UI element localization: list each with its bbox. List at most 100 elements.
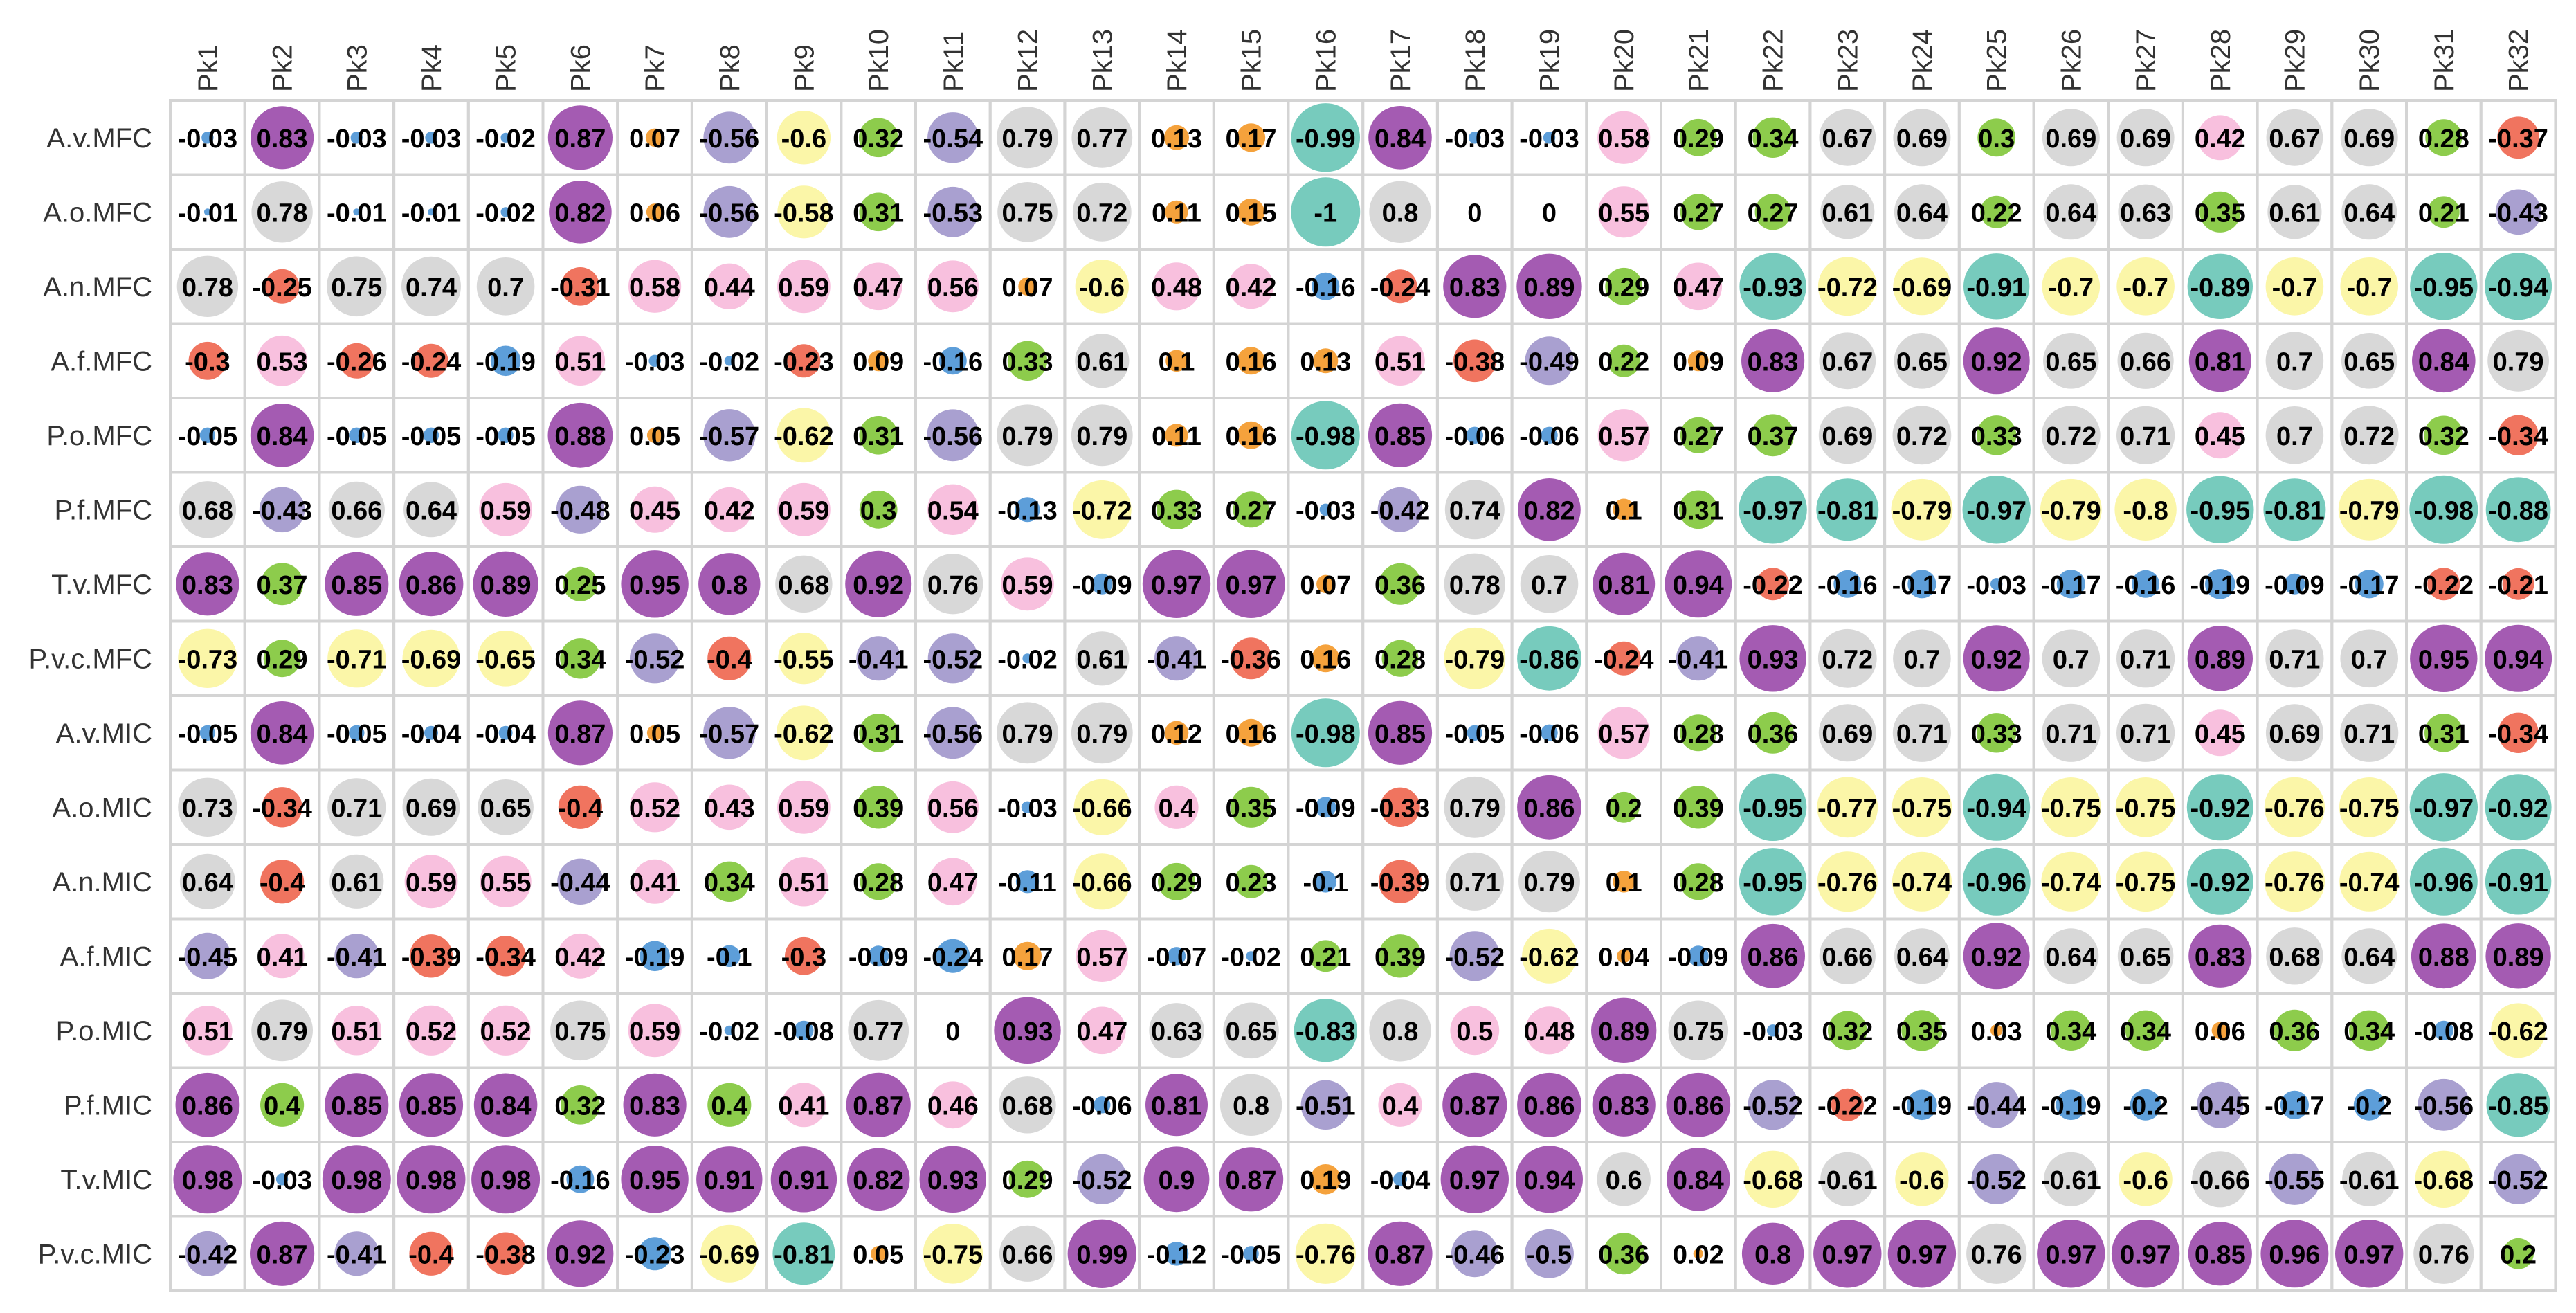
- row-label: A.n.MIC: [53, 867, 152, 898]
- matrix-cell: -0.95: [2405, 248, 2483, 325]
- correlation-bubble: [262, 787, 302, 828]
- correlation-value: 0.86: [1748, 943, 1799, 972]
- matrix-cell: 0.25: [541, 545, 619, 623]
- matrix-cell: 0.29: [1660, 99, 1737, 176]
- correlation-value: 0.5: [1456, 1017, 1493, 1047]
- correlation-value: -0.7: [2049, 273, 2094, 302]
- correlation-bubble: [1022, 653, 1033, 664]
- correlation-bubble: [1469, 132, 1481, 144]
- correlation-bubble: [2197, 1081, 2244, 1128]
- correlation-value: -0.02: [997, 645, 1058, 674]
- correlation-bubble: [2341, 184, 2397, 240]
- matrix-cell: 0: [914, 992, 992, 1069]
- matrix-cell: -0.05: [169, 694, 246, 772]
- matrix-cell: 0.97: [2107, 1215, 2184, 1292]
- matrix-cell: -0.03: [1287, 471, 1365, 548]
- matrix-cell: -0.42: [169, 1215, 246, 1292]
- matrix-cell: 0.51: [765, 843, 843, 921]
- correlation-bubble: [2340, 703, 2399, 762]
- matrix-cell: 0.94: [2479, 619, 2557, 697]
- correlation-value: 0.27: [1673, 199, 1724, 228]
- matrix-cell: 0.28: [1660, 694, 1737, 772]
- correlation-value: 0.35: [2195, 199, 2246, 228]
- correlation-bubble: [251, 999, 313, 1062]
- correlation-bubble: [1833, 570, 1862, 598]
- matrix-cell: 0.55: [466, 843, 545, 921]
- correlation-bubble: [1831, 1088, 1864, 1121]
- matrix-cell: 0.89: [2181, 619, 2259, 697]
- matrix-cell: 0.76: [1957, 1215, 2035, 1292]
- correlation-bubble: [473, 551, 538, 617]
- matrix-cell: -0.56: [2405, 1066, 2483, 1143]
- correlation-value: -0.19: [625, 943, 685, 972]
- correlation-bubble: [1393, 1172, 1407, 1186]
- correlation-bubble: [1541, 724, 1558, 742]
- correlation-bubble: [1892, 703, 1951, 762]
- matrix-cell: 0.78: [243, 173, 321, 251]
- correlation-bubble: [2265, 332, 2324, 390]
- matrix-cell: -0.3: [169, 322, 246, 399]
- correlation-bubble: [621, 1146, 689, 1213]
- matrix-cell: 0.81: [1585, 545, 1663, 623]
- correlation-value: 0.3: [1978, 125, 2015, 154]
- correlation-value: -0.44: [1966, 1092, 2026, 1121]
- matrix-cell: 0.86: [1510, 1066, 1588, 1143]
- correlation-value: 0.7: [2053, 645, 2089, 674]
- correlation-value: 0.59: [778, 794, 829, 823]
- column-label: Pk8: [715, 44, 745, 92]
- matrix-cell: 0.34: [2330, 992, 2409, 1069]
- correlation-value: 0.97: [1151, 571, 1202, 600]
- correlation-bubble: [1818, 406, 1876, 464]
- correlation-value: 0.61: [1076, 645, 1127, 674]
- correlation-value: 0.68: [778, 571, 829, 600]
- correlation-value: -0.42: [1370, 496, 1431, 525]
- correlation-bubble: [1901, 1010, 1943, 1051]
- correlation-value: -0.09: [849, 943, 909, 972]
- correlation-bubble: [2409, 475, 2478, 544]
- matrix-cell: -0.52: [1734, 1066, 1812, 1143]
- matrix-cell: 0.56: [914, 768, 992, 846]
- correlation-value: -0.03: [1519, 125, 1579, 154]
- matrix-cell: 0.64: [1883, 917, 1961, 995]
- correlation-value: 0.52: [629, 794, 680, 823]
- correlation-value: 0.61: [331, 869, 382, 898]
- matrix-cell: 0.28: [840, 843, 918, 921]
- matrix-cell: 0.3: [840, 471, 918, 548]
- correlation-value: 0.13: [1300, 347, 1351, 377]
- correlation-bubble: [485, 936, 526, 977]
- column-label: Pk31: [2429, 29, 2460, 92]
- correlation-value: -0.24: [923, 943, 983, 972]
- correlation-value: -0.61: [1817, 1166, 1878, 1195]
- correlation-value: -0.4: [707, 645, 752, 674]
- matrix-cell: -0.01: [318, 173, 396, 251]
- correlation-value: 0.76: [1971, 1240, 2022, 1269]
- matrix-cell: 0.93: [988, 992, 1067, 1069]
- correlation-bubble: [1907, 1089, 1937, 1121]
- correlation-value: -0.31: [550, 273, 610, 302]
- correlation-bubble: [1142, 550, 1211, 618]
- correlation-bubble: [1319, 503, 1332, 516]
- correlation-bubble: [1157, 489, 1197, 529]
- correlation-value: 0.51: [778, 869, 829, 898]
- matrix-cell: 0.79: [243, 992, 321, 1069]
- correlation-bubble: [779, 857, 829, 907]
- row-label: P.o.MIC: [56, 1016, 152, 1047]
- correlation-value: 0.39: [1375, 943, 1426, 972]
- matrix-cell: -0.16: [1808, 545, 1887, 623]
- matrix-cell: 0.28: [1361, 619, 1439, 697]
- matrix-cell: 0.28: [2405, 99, 2483, 176]
- correlation-bubble: [1444, 480, 1505, 540]
- matrix-cell: 0.96: [2256, 1215, 2334, 1292]
- correlation-value: -0.41: [327, 1240, 387, 1269]
- correlation-bubble: [1378, 934, 1422, 978]
- correlation-value: -0.75: [2339, 794, 2400, 823]
- correlation-bubble: [327, 256, 387, 317]
- row-labels: A.v.MFCA.o.MFCA.n.MFCA.f.MFCP.o.MFCP.f.M…: [28, 123, 152, 1270]
- correlation-value: 0.87: [554, 125, 606, 154]
- matrix-cell: 0.29: [243, 619, 321, 697]
- matrix-cell: 0.68: [765, 545, 843, 623]
- correlation-bubble: [777, 185, 831, 239]
- correlation-value: 0.76: [2418, 1240, 2469, 1269]
- correlation-bubble: [2338, 478, 2400, 541]
- matrix-cell: 0.1: [1585, 471, 1663, 548]
